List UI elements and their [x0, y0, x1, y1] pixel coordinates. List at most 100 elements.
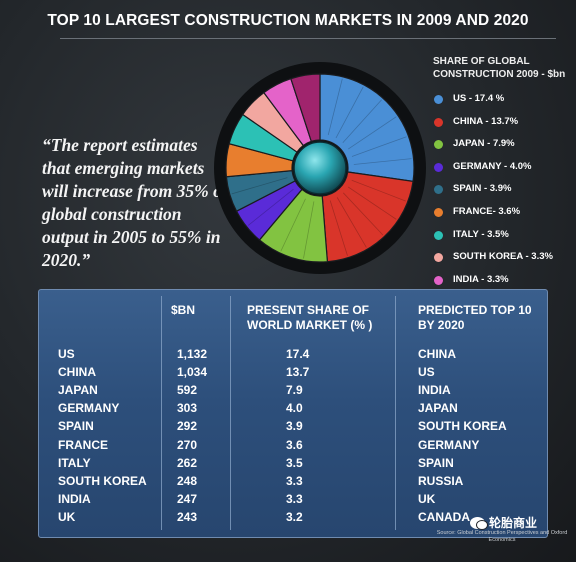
- cell-country: UK: [58, 509, 76, 524]
- cell-predicted: CANADA: [418, 509, 470, 524]
- cell-country: FRANCE: [58, 437, 108, 452]
- slice-texture-line: [351, 136, 407, 157]
- legend-swatch: [434, 95, 443, 104]
- slice-texture-line: [342, 99, 382, 144]
- cell-country: INDIA: [58, 491, 91, 506]
- column-divider: [161, 296, 162, 530]
- cell-bn: 247: [177, 491, 198, 506]
- cell-country: GERMANY: [58, 401, 120, 416]
- legend-swatch: [434, 185, 443, 195]
- legend-item: FRANCE- 3.6%: [433, 204, 573, 227]
- legend-label: SPAIN - 3.9%: [453, 183, 512, 195]
- legend-swatch: [434, 230, 443, 240]
- cell-share: 3.3: [286, 473, 303, 488]
- legend-item: SPAIN - 3.9%: [433, 181, 573, 204]
- slice-texture-line: [353, 158, 412, 165]
- column-divider: [395, 296, 396, 530]
- table-row: SOUTH KOREA 248 3.3 RUSSIA: [0, 474, 576, 492]
- table-row: US 1,132 17.4 CHINA: [0, 347, 576, 365]
- legend-label: INDIA - 3.3%: [453, 273, 509, 285]
- column-divider: [230, 296, 231, 530]
- slice-texture-line: [231, 177, 288, 195]
- cell-share: 4.0: [286, 401, 303, 416]
- cell-country: US: [58, 347, 75, 361]
- slice-texture-line: [329, 200, 348, 256]
- donut-slice-china: [321, 171, 414, 263]
- legend-label: GERMANY - 4.0%: [453, 160, 532, 172]
- legend-label: FRANCE- 3.6%: [453, 205, 521, 217]
- watermark: 轮胎商业: [470, 514, 537, 531]
- slice-texture-line: [342, 192, 384, 236]
- chart-title: TOP 10 LARGEST CONSTRUCTION MARKETS IN 2…: [47, 12, 529, 29]
- table-row: UK 243 3.2 CANADA: [0, 510, 576, 528]
- construction-share-donut-chart: [214, 62, 426, 274]
- title-divider: [60, 38, 556, 39]
- legend-swatch: [434, 207, 443, 217]
- cell-share: 3.6: [286, 437, 303, 452]
- donut-slice-us: [319, 73, 415, 183]
- cell-bn: 1,034: [177, 365, 208, 380]
- legend-label: JAPAN - 7.9%: [453, 138, 515, 150]
- legend-label: SOUTH KOREA - 3.3%: [453, 251, 553, 263]
- table-row: SPAIN 292 3.9 SOUTH KOREA: [0, 419, 576, 437]
- slice-texture-line: [351, 179, 406, 202]
- donut-slice-japan: [258, 188, 329, 263]
- cell-predicted: JAPAN: [418, 401, 458, 416]
- cell-share: 7.9: [286, 383, 303, 398]
- wechat-icon: [470, 516, 488, 530]
- cell-share: 3.9: [286, 419, 303, 434]
- source-note: Source: Global Construction Perspectives…: [436, 530, 568, 543]
- legend-swatch: [434, 162, 443, 172]
- cell-share: 3.5: [286, 455, 303, 470]
- cell-country: SOUTH KOREA: [58, 473, 147, 488]
- table-row: FRANCE 270 3.6 GERMANY: [0, 438, 576, 456]
- donut-hub: [293, 141, 347, 195]
- cell-bn: 270: [177, 437, 198, 452]
- header-predicted-top10: PREDICTED TOP 10 BY 2020: [418, 303, 532, 332]
- cell-predicted: RUSSIA: [418, 473, 464, 488]
- slice-texture-line: [347, 116, 397, 150]
- header-bn: $BN: [171, 303, 196, 317]
- table-row: INDIA 247 3.3 UK: [0, 492, 576, 510]
- legend-label: ITALY - 3.5%: [453, 228, 509, 240]
- legend-swatch: [434, 117, 443, 127]
- cell-country: SPAIN: [58, 419, 94, 434]
- cell-country: ITALY: [58, 455, 91, 470]
- legend-item: ITALY - 3.5%: [433, 227, 573, 250]
- legend-item: US - 17.4 %: [433, 91, 573, 114]
- slice-texture-line: [303, 201, 315, 259]
- header-present-share: PRESENT SHARE OF WORLD MARKET (% ): [247, 303, 373, 332]
- cell-share: 13.7: [286, 365, 310, 380]
- slice-texture-line: [335, 86, 364, 139]
- cell-predicted: UK: [418, 491, 436, 506]
- slice-texture-line: [280, 198, 306, 252]
- legend-label: CHINA - 13.7%: [453, 115, 519, 127]
- cell-country: JAPAN: [58, 383, 98, 398]
- legend-item: JAPAN - 7.9%: [433, 136, 573, 159]
- donut-slice-uk: [290, 73, 321, 143]
- cell-share: 17.4: [286, 347, 310, 361]
- cell-predicted: CHINA: [418, 347, 456, 361]
- cell-predicted: SPAIN: [418, 455, 454, 470]
- table-row: JAPAN 592 7.9 INDIA: [0, 383, 576, 401]
- watermark-text: 轮胎商业: [489, 516, 538, 530]
- cell-bn: 248: [177, 473, 198, 488]
- cell-bn: 1,132: [177, 347, 208, 361]
- cell-bn: 243: [177, 509, 198, 524]
- chart-legend: SHARE OF GLOBAL CONSTRUCTION 2009 - $bn …: [433, 56, 573, 317]
- legend-swatch: [434, 275, 443, 285]
- legend-swatch: [434, 253, 443, 263]
- cell-share: 3.3: [286, 491, 303, 506]
- slice-texture-line: [336, 197, 367, 248]
- legend-item: INDIA - 3.3%: [433, 272, 573, 295]
- legend-item: SOUTH KOREA - 3.3%: [433, 249, 573, 272]
- cell-bn: 303: [177, 401, 198, 416]
- cell-predicted: SOUTH KOREA: [418, 419, 507, 434]
- legend-swatch: [434, 140, 443, 150]
- table-row: ITALY 262 3.5 SPAIN: [0, 456, 576, 474]
- slice-texture-line: [347, 186, 397, 220]
- markets-table: [38, 289, 548, 538]
- cell-predicted: GERMANY: [418, 437, 480, 452]
- cell-bn: 262: [177, 455, 198, 470]
- table-row: CHINA 1,034 13.7 US: [0, 365, 576, 383]
